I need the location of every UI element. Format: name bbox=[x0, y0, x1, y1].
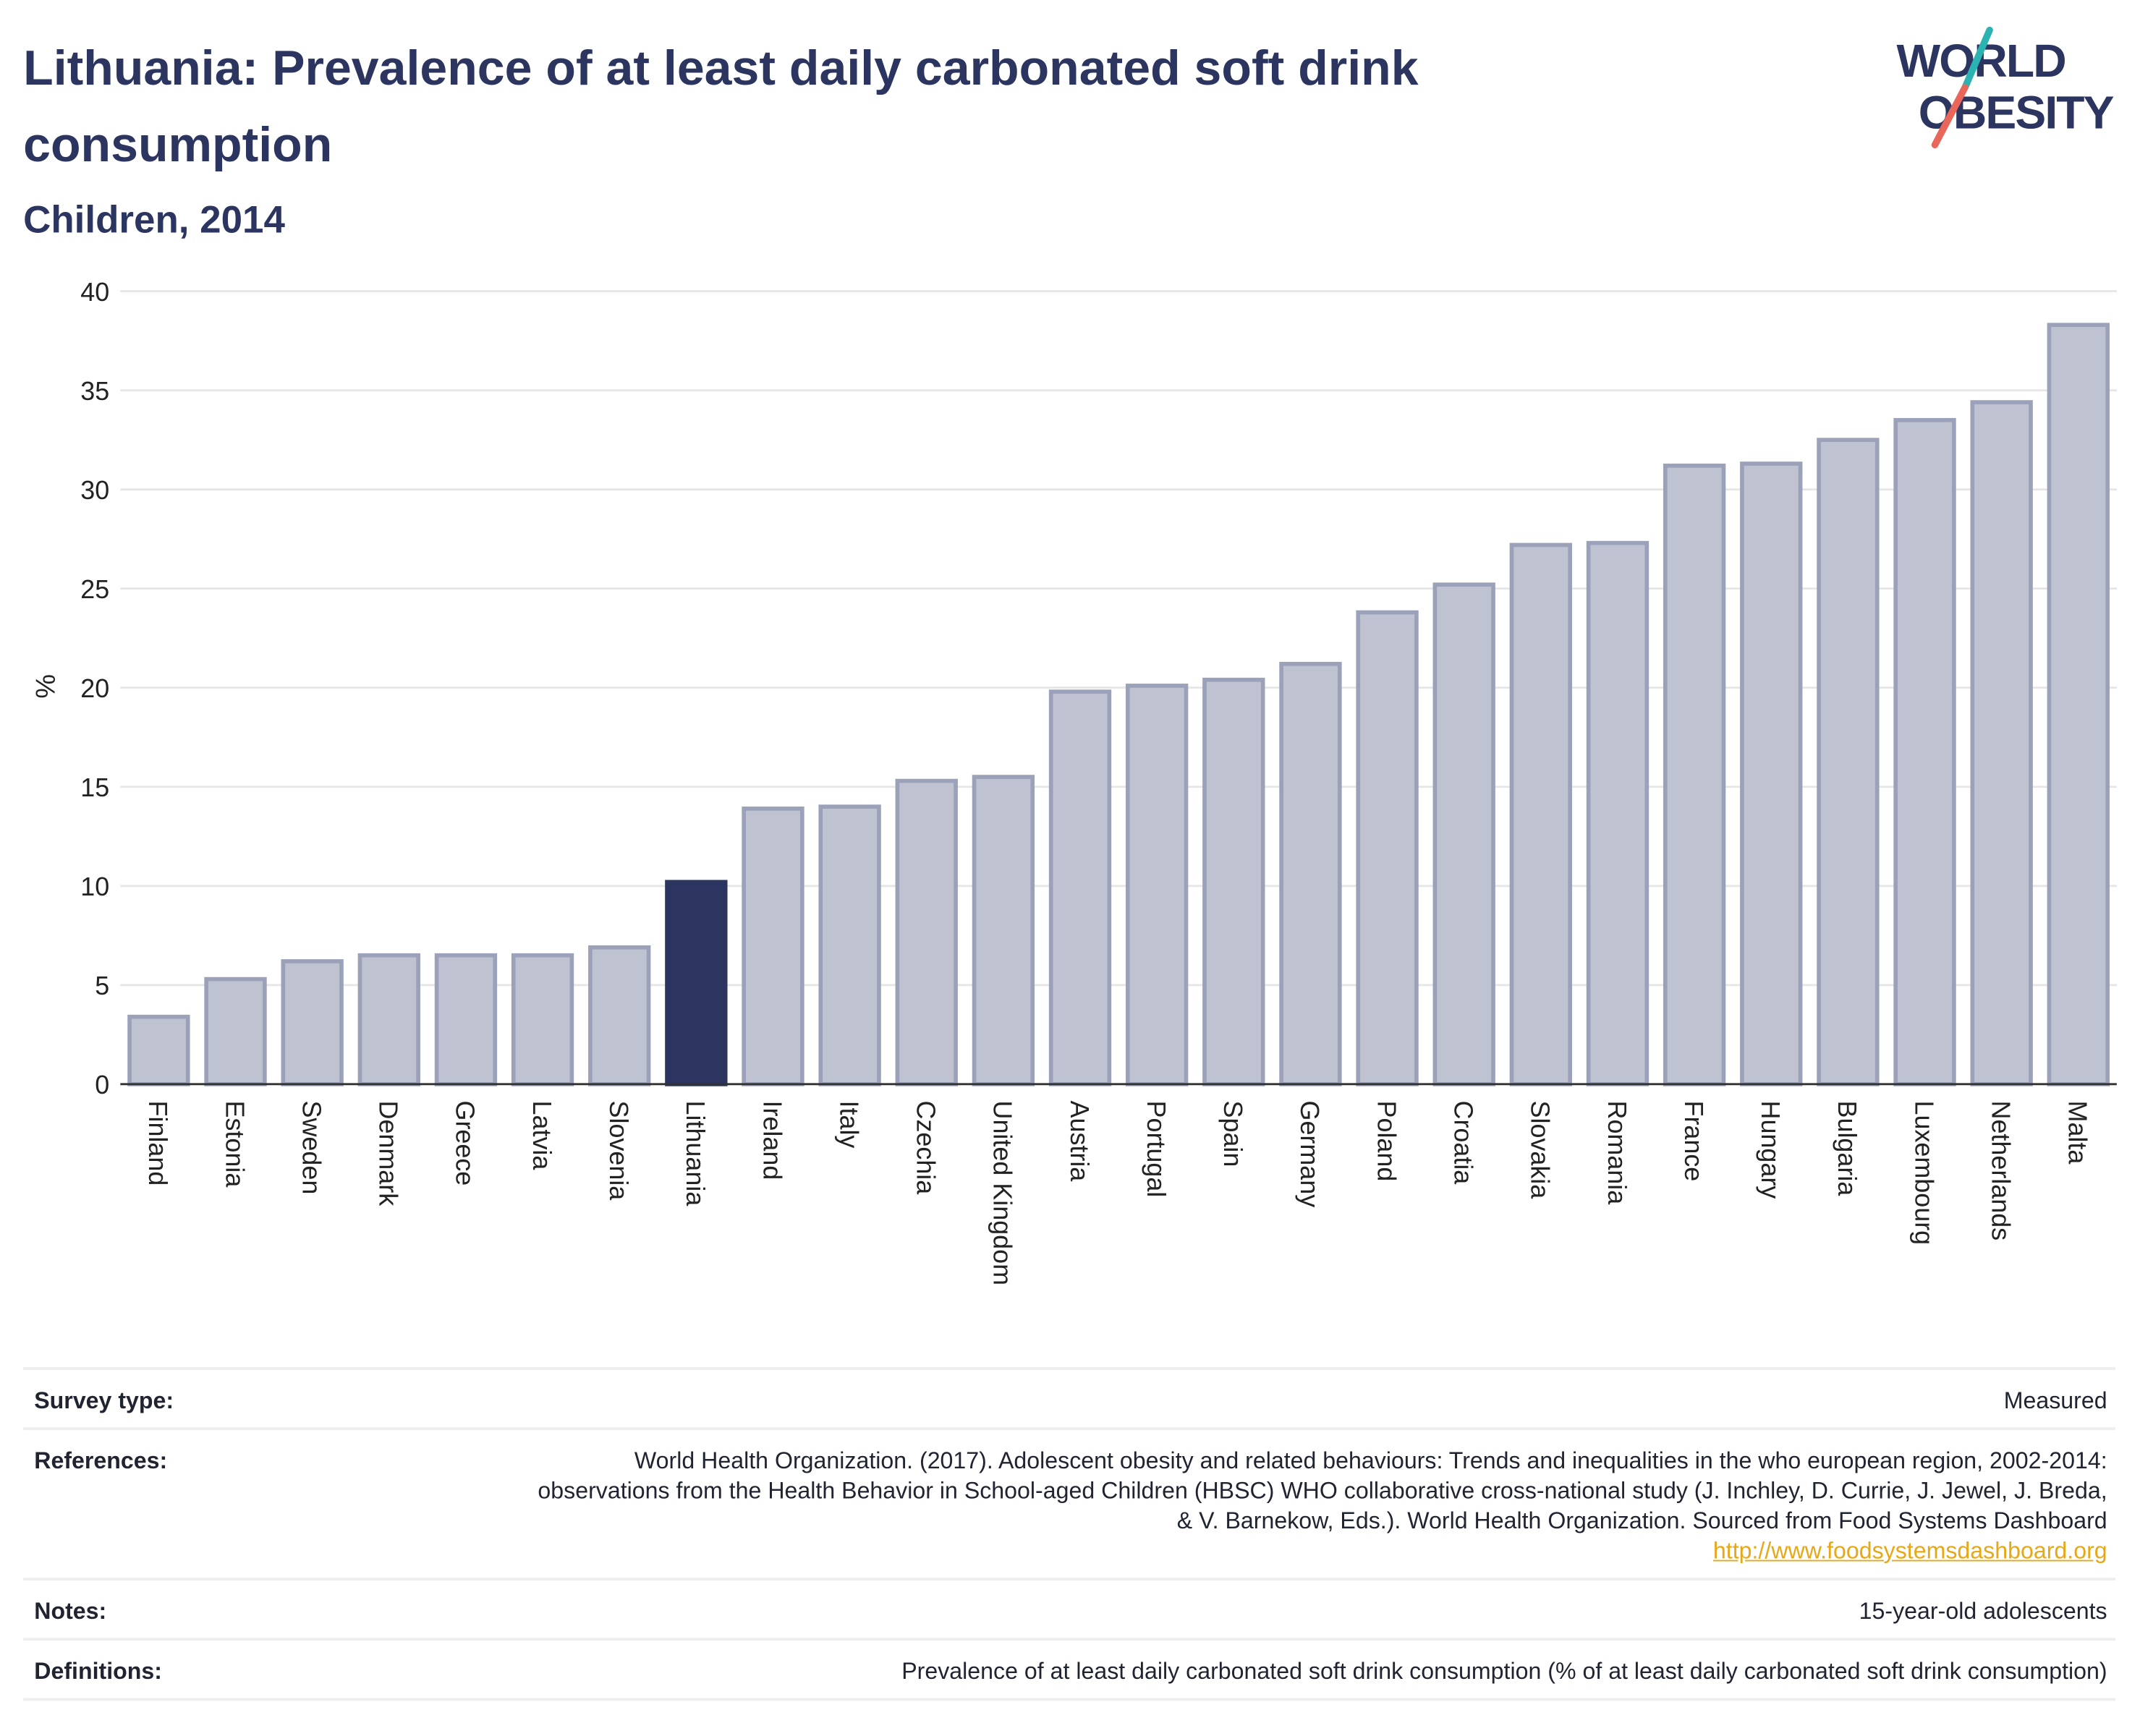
y-tick-label: 0 bbox=[95, 1070, 109, 1099]
x-tick-label: Denmark bbox=[374, 1101, 404, 1207]
bar-latvia[interactable] bbox=[511, 953, 574, 1086]
notes-row: Notes: 15-year-old adolescents bbox=[23, 1578, 2115, 1638]
info-table: Survey type: Measured References: World … bbox=[23, 1367, 2115, 1701]
bar-czechia[interactable] bbox=[895, 778, 958, 1086]
references-value: World Health Organization. (2017). Adole… bbox=[538, 1447, 2107, 1534]
x-tick-label: Italy bbox=[834, 1101, 864, 1149]
bar-france[interactable] bbox=[1663, 463, 1726, 1086]
bar-malta[interactable] bbox=[2047, 323, 2110, 1086]
x-tick-label: Germany bbox=[1295, 1101, 1325, 1208]
bar-slovenia[interactable] bbox=[588, 945, 651, 1086]
labels-layer: 0 5 10 15 20 25 30 35 40 Finland Estonia Sweden Denm… bbox=[80, 277, 2092, 1285]
x-tick-label: United Kingdom bbox=[988, 1101, 1018, 1285]
bar-romania[interactable] bbox=[1586, 540, 1649, 1086]
bar-poland[interactable] bbox=[1356, 610, 1419, 1086]
bar-greece[interactable] bbox=[434, 953, 498, 1086]
notes-label: Notes: bbox=[34, 1598, 107, 1625]
x-tick-label: Finland bbox=[143, 1101, 173, 1186]
x-tick-label: France bbox=[1679, 1101, 1709, 1182]
definitions-row: Definitions: Prevalence of at least dail… bbox=[23, 1638, 2115, 1701]
bar-luxembourg[interactable] bbox=[1893, 417, 1956, 1086]
bar-italy[interactable] bbox=[818, 804, 881, 1086]
x-tick-label: Lithuania bbox=[681, 1101, 710, 1207]
logo-slash-top bbox=[1961, 26, 1993, 91]
x-tick-label: Austria bbox=[1065, 1101, 1095, 1182]
x-tick-label: Malta bbox=[2063, 1101, 2093, 1165]
bar-slovakia[interactable] bbox=[1509, 542, 1573, 1086]
chart-title: Lithuania: Prevalence of at least daily … bbox=[23, 39, 1419, 173]
x-tick-label: Bulgaria bbox=[1833, 1101, 1862, 1196]
bar-denmark[interactable] bbox=[357, 953, 420, 1086]
x-tick-label: Greece bbox=[451, 1101, 480, 1186]
references-row: References: World Health Organization. (… bbox=[23, 1427, 2115, 1578]
x-tick-label: Poland bbox=[1372, 1101, 1401, 1182]
x-tick-label: Croatia bbox=[1448, 1101, 1478, 1185]
logo-slash-bottom bbox=[1931, 84, 1969, 149]
references-link[interactable]: http://www.foodsystemsdashboard.org bbox=[1712, 1538, 2107, 1565]
y-tick-label: 20 bbox=[80, 673, 109, 703]
x-tick-label: Romania bbox=[1602, 1101, 1632, 1205]
notes-value: 15-year-old adolescents bbox=[1859, 1598, 2107, 1625]
y-axis-label: % bbox=[31, 674, 61, 699]
bar-austria[interactable] bbox=[1048, 689, 1112, 1086]
survey-type-value: Measured bbox=[2003, 1387, 2107, 1414]
x-tick-label: Sweden bbox=[297, 1101, 326, 1195]
y-tick-label: 35 bbox=[80, 376, 109, 406]
x-tick-label: Netherlands bbox=[1986, 1101, 2016, 1241]
x-tick-label: Hungary bbox=[1756, 1101, 1786, 1199]
references-label: References: bbox=[34, 1447, 168, 1474]
x-tick-label: Ireland bbox=[757, 1101, 787, 1180]
y-tick-label: 15 bbox=[80, 773, 109, 802]
bar-chart: 0 5 10 15 20 25 30 35 40 Finland Estonia Sweden Denm… bbox=[31, 277, 2117, 1285]
bar-spain[interactable] bbox=[1202, 677, 1265, 1086]
survey-type-row: Survey type: Measured bbox=[23, 1367, 2115, 1427]
x-tick-label: Czechia bbox=[912, 1101, 941, 1195]
x-tick-label: Slovenia bbox=[604, 1101, 634, 1201]
bar-germany[interactable] bbox=[1279, 661, 1342, 1086]
bar-netherlands[interactable] bbox=[1970, 400, 2033, 1086]
references-value-container: World Health Organization. (2017). Adole… bbox=[535, 1447, 2107, 1567]
chart-subtitle: Children, 2014 bbox=[23, 198, 285, 241]
x-tick-label: Portugal bbox=[1142, 1101, 1171, 1198]
bar-croatia[interactable] bbox=[1432, 582, 1495, 1086]
definitions-label: Definitions: bbox=[34, 1658, 162, 1685]
bar-united-kingdom[interactable] bbox=[972, 775, 1035, 1086]
x-tick-label: Luxembourg bbox=[1909, 1101, 1939, 1246]
x-tick-label: Estonia bbox=[220, 1101, 250, 1188]
bar-portugal[interactable] bbox=[1126, 684, 1189, 1086]
bar-hungary[interactable] bbox=[1740, 461, 1803, 1086]
y-tick-label: 40 bbox=[80, 277, 109, 307]
y-tick-label: 30 bbox=[80, 475, 109, 505]
bar-sweden[interactable] bbox=[281, 959, 344, 1086]
survey-type-label: Survey type: bbox=[34, 1387, 174, 1414]
bar-bulgaria[interactable] bbox=[1817, 438, 1880, 1086]
bars-layer bbox=[127, 323, 2110, 1086]
x-tick-label: Slovakia bbox=[1526, 1101, 1555, 1199]
bar-lithuania[interactable] bbox=[665, 880, 728, 1086]
x-tick-label: Latvia bbox=[527, 1101, 557, 1170]
definitions-value: Prevalence of at least daily carbonated … bbox=[901, 1658, 2107, 1685]
logo-line2: OBESITY bbox=[1919, 87, 2114, 139]
y-tick-label: 25 bbox=[80, 574, 109, 604]
x-tick-label: Spain bbox=[1218, 1101, 1248, 1167]
bar-estonia[interactable] bbox=[204, 977, 267, 1086]
bar-finland[interactable] bbox=[127, 1014, 190, 1086]
bar-ireland[interactable] bbox=[742, 807, 804, 1086]
y-tick-label: 5 bbox=[95, 971, 109, 1000]
y-tick-label: 10 bbox=[80, 872, 109, 901]
world-obesity-logo: WORLD OBESITY bbox=[1897, 26, 2115, 149]
